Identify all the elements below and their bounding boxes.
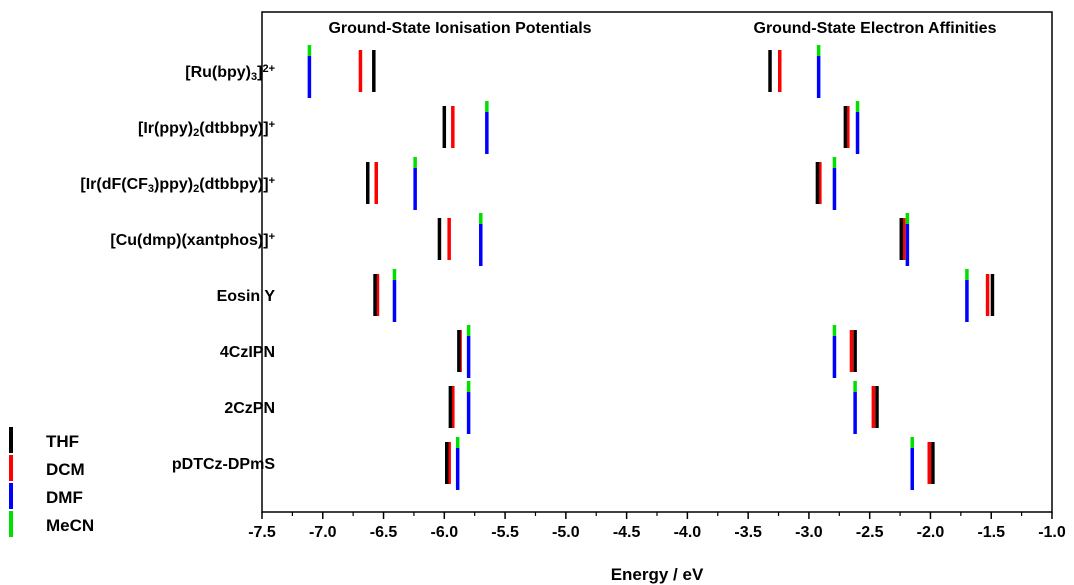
legend-swatch-thf	[9, 427, 13, 453]
x-tick-label: -5.5	[491, 524, 519, 541]
legend-item-mecn: MeCN	[6, 509, 126, 537]
x-tick-label: -4.0	[674, 524, 702, 541]
x-axis-label: Energy / eV	[611, 565, 704, 584]
compound-label-part: )ppy)	[154, 176, 193, 193]
compound-label: Eosin Y	[217, 288, 276, 305]
legend-label-thf: THF	[46, 432, 80, 451]
ip-section-title: Ground-State Ionisation Potentials	[328, 20, 591, 37]
compound-label-part: 3	[251, 71, 257, 83]
compound-label-part: +	[269, 119, 275, 131]
x-tick-label: -2.5	[856, 524, 884, 541]
legend-item-dmf: DMF	[6, 481, 126, 509]
compound-label-part: (dtbbpy)]	[199, 176, 268, 193]
legend-item-thf: THF	[6, 425, 126, 453]
compound-label-part: 4CzIPN	[220, 344, 275, 361]
legend-label-mecn: MeCN	[46, 516, 95, 535]
compound-label: pDTCz-DPmS	[172, 456, 275, 473]
compound-label-part: [Ir(dF(CF	[80, 176, 148, 193]
x-tick-label: -3.0	[795, 524, 823, 541]
x-tick-label: -1.0	[1038, 524, 1066, 541]
legend: THF DCM DMF MeCN	[6, 425, 126, 537]
x-tick-label: -7.0	[309, 524, 337, 541]
x-tick-label: -6.5	[370, 524, 398, 541]
legend-item-dcm: DCM	[6, 453, 126, 481]
compound-label-part: [Cu(dmp)(xantphos)]	[110, 232, 268, 249]
x-tick-label: -2.0	[917, 524, 945, 541]
plot-frame	[261, 11, 1053, 513]
x-tick-label: -1.5	[977, 524, 1005, 541]
compound-label-part: ]	[257, 64, 262, 81]
compound-labels: [Ru(bpy)3]2+[Ir(ppy)2(dtbbpy)]+[Ir(dF(CF…	[80, 63, 275, 473]
compound-label: [Ir(dF(CF3)ppy)2(dtbbpy)]+	[80, 175, 275, 195]
legend-swatch-dcm	[9, 455, 13, 481]
compound-label-part: +	[269, 231, 275, 243]
compound-label-part: [Ir(ppy)	[138, 120, 193, 137]
x-tick-label: -5.0	[552, 524, 580, 541]
legend-swatch-dmf	[9, 483, 13, 509]
legend-label-dcm: DCM	[46, 460, 85, 479]
compound-label-part: 2	[193, 127, 199, 139]
x-tick-label: -4.5	[613, 524, 641, 541]
compound-label-part: 3	[148, 183, 154, 195]
compound-label: 2CzPN	[224, 400, 275, 417]
compound-label-part: Eosin Y	[217, 288, 276, 305]
compound-label-part: 2	[193, 183, 199, 195]
compound-label-part: pDTCz-DPmS	[172, 456, 275, 473]
compound-label-part: [Ru(bpy)	[185, 64, 251, 81]
ea-section-title: Ground-State Electron Affinities	[754, 20, 997, 37]
compound-label: [Ir(ppy)2(dtbbpy)]+	[138, 119, 275, 139]
compound-label-part: 2+	[262, 63, 275, 75]
compound-label: 4CzIPN	[220, 344, 275, 361]
compound-label-part: 2CzPN	[224, 400, 275, 417]
compound-label: [Cu(dmp)(xantphos)]+	[110, 231, 275, 249]
x-tick-label: -3.5	[734, 524, 762, 541]
compound-label: [Ru(bpy)3]2+	[185, 63, 275, 83]
compound-label-part: +	[269, 175, 275, 187]
x-tick-label: -6.0	[431, 524, 459, 541]
x-axis-ticks: -7.5 -7.0 -6.5 -6.0 -5.5 -5.0 -4.5 -4.0 -3.5 -3.0…	[248, 512, 1066, 541]
legend-swatch-mecn	[9, 511, 13, 537]
energy-marks	[307, 45, 995, 490]
x-tick-label: -7.5	[248, 524, 276, 541]
legend-label-dmf: DMF	[46, 488, 83, 507]
compound-label-part: (dtbbpy)]	[199, 120, 268, 137]
